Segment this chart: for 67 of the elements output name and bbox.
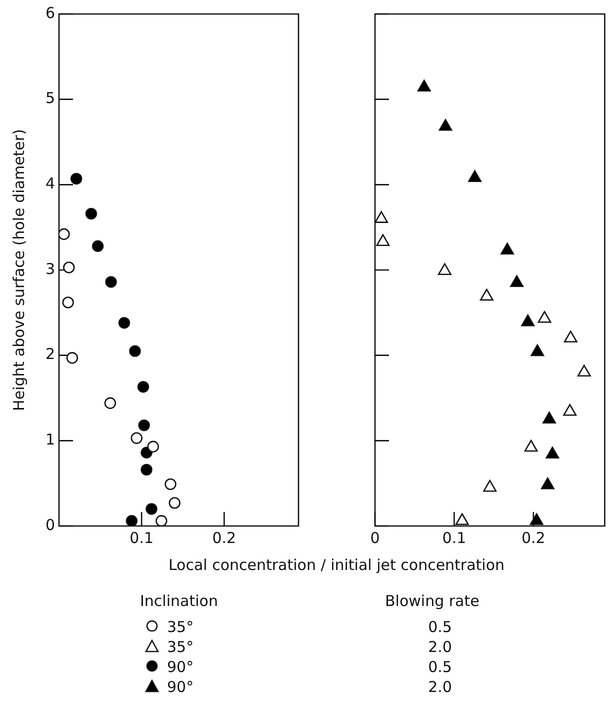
text: 2.0: [427, 638, 453, 656]
point: [530, 344, 544, 356]
legend-title: Inclination: [140, 592, 218, 610]
text: 2.0: [427, 678, 453, 696]
point: [538, 310, 552, 323]
point: [104, 397, 116, 409]
y-tick-label: 3: [45, 260, 55, 278]
point: [70, 172, 82, 185]
x-tick-label: 0.2: [212, 528, 236, 547]
point: [92, 240, 104, 252]
point: [530, 513, 544, 526]
point: [438, 263, 452, 276]
y-tick-label: 2: [45, 345, 55, 364]
text: 0.5: [427, 618, 453, 636]
point: [542, 412, 556, 424]
x-tick-label: 0.2: [521, 528, 546, 547]
point: [129, 345, 141, 357]
point: [164, 478, 176, 490]
text: 0.5: [427, 658, 453, 676]
y-tick-label: 5: [45, 89, 55, 108]
point: [524, 440, 538, 452]
point: [468, 170, 482, 182]
point: [126, 515, 138, 526]
point: [480, 288, 494, 301]
y-tick-label: 0: [45, 516, 55, 534]
point: [130, 432, 142, 444]
point: [59, 228, 70, 240]
point: [66, 352, 78, 364]
legend-label: 90°: [167, 678, 194, 696]
point: [500, 242, 514, 255]
legend-label: 35°: [167, 638, 194, 656]
point: [62, 296, 74, 308]
x-tick-label: 0.1: [130, 528, 154, 547]
y-axis-title: Height above surface (hole diameter): [10, 129, 28, 411]
point: [156, 515, 168, 526]
legend-title: Blowing rate: [385, 592, 480, 610]
legend-label: 90°: [167, 658, 194, 676]
x-tick-label: 0: [370, 528, 380, 547]
point: [564, 330, 578, 342]
legend-label: 35°: [167, 618, 194, 636]
y-tick-label: 6: [45, 4, 55, 22]
point: [118, 317, 130, 329]
point: [168, 497, 180, 509]
point: [455, 513, 469, 526]
point: [546, 446, 560, 458]
point: [146, 503, 158, 515]
point: [438, 118, 452, 131]
point: [140, 464, 152, 476]
point: [63, 262, 75, 274]
point: [147, 440, 159, 452]
point: [510, 275, 524, 287]
point: [577, 364, 591, 377]
point: [376, 234, 390, 246]
point: [563, 404, 577, 416]
point: [483, 480, 497, 492]
point: [375, 211, 388, 223]
point: [138, 419, 150, 432]
y-tick-label: 4: [45, 174, 55, 193]
point: [105, 276, 117, 288]
point: [417, 80, 431, 92]
y-tick-label: 1: [45, 430, 55, 449]
point: [85, 208, 98, 220]
x-tick-label: 0.1: [442, 528, 466, 547]
point: [137, 381, 150, 393]
point: [540, 477, 554, 490]
x-axis-title: Local concentration / initial jet concentration: [167, 556, 506, 574]
point: [521, 314, 535, 326]
